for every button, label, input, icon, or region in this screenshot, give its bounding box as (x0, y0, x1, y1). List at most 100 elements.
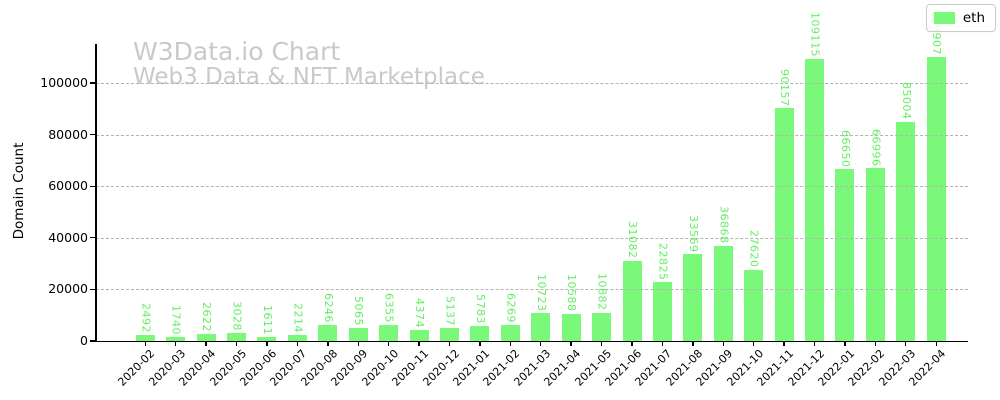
y-axis-spine (95, 44, 97, 342)
x-tick-mark (540, 341, 542, 346)
watermark-title: W3Data.io Chart (133, 37, 341, 66)
bar (227, 333, 247, 341)
bar-value-label: 10588 (565, 274, 579, 312)
watermark: W3Data.io Chart Web3 Data & NFT Marketpl… (133, 38, 485, 90)
bar-value-label: 3028 (230, 301, 244, 332)
x-tick-mark (387, 341, 390, 346)
y-tick-label: 40000 (48, 229, 88, 245)
bar (257, 336, 277, 341)
bar (470, 326, 490, 341)
y-gridline (96, 186, 968, 188)
x-tick-mark (722, 341, 724, 346)
x-tick-mark (144, 341, 146, 346)
bar (531, 313, 551, 341)
bar-value-label: 66650 (838, 129, 852, 168)
bar-value-label: 6269 (504, 292, 518, 323)
x-tick-mark (235, 341, 238, 346)
bar (379, 324, 399, 341)
bar (592, 312, 612, 341)
bar (622, 260, 642, 341)
bar (287, 335, 307, 341)
bar (440, 327, 459, 341)
y-tick-label: 80000 (48, 126, 88, 142)
bar-value-label: 5137 (443, 295, 457, 326)
x-tick-mark (266, 341, 268, 346)
x-tick-mark (296, 341, 299, 346)
bar (196, 334, 216, 341)
bar (135, 334, 155, 341)
bar (835, 169, 855, 341)
y-tick-mark (90, 82, 95, 84)
bar-value-label: 5065 (352, 295, 366, 326)
bar (713, 245, 733, 341)
y-tick-label: 60000 (48, 178, 88, 194)
bar-value-label: 6246 (321, 292, 335, 323)
bar-value-label: 2214 (291, 303, 305, 334)
bar-value-label: 10723 (534, 273, 548, 312)
y-gridline (96, 289, 968, 291)
bar (896, 121, 916, 341)
x-tick-mark (753, 341, 755, 346)
x-tick-mark (935, 341, 937, 346)
bar (774, 108, 794, 341)
bar (652, 282, 672, 341)
bar-value-label: 4374 (413, 297, 427, 328)
bar-value-label: 6355 (382, 292, 396, 323)
bar-value-label: 10882 (595, 273, 609, 311)
bar-value-label: 36868 (717, 206, 731, 244)
bar-value-label: 22825 (656, 242, 670, 281)
legend-swatch-eth (933, 12, 955, 24)
x-tick-mark (205, 341, 207, 346)
x-tick-mark (418, 341, 420, 346)
bar-value-label: 66996 (869, 128, 883, 167)
x-tick-mark (631, 341, 633, 346)
x-axis-spine (95, 340, 968, 342)
x-tick-mark (600, 341, 603, 346)
bar-value-label: 5783 (473, 294, 487, 325)
y-tick-mark (90, 133, 95, 136)
x-tick-mark (905, 341, 907, 346)
x-tick-mark (783, 341, 785, 346)
y-tick-label: 20000 (48, 281, 88, 297)
bar-value-label: 109115 (808, 12, 822, 58)
y-gridline (96, 237, 968, 239)
bar (683, 254, 703, 341)
bar-value-label: 2492 (139, 302, 153, 333)
bar-value-label: 31082 (626, 221, 640, 259)
bar-value-label: 2622 (200, 302, 214, 333)
bar-value-label: 85004 (899, 82, 913, 120)
bar (348, 327, 368, 341)
x-tick-mark (448, 341, 451, 346)
bar-value-label: 27620 (747, 230, 761, 268)
y-tick-label: 100000 (40, 75, 88, 90)
bar (166, 336, 186, 341)
x-tick-mark (357, 341, 359, 346)
bar (926, 57, 946, 341)
y-tick-label: 0 (80, 333, 88, 348)
bar-value-label: 1611 (260, 304, 274, 335)
x-tick-mark (844, 341, 846, 346)
legend: eth (925, 4, 996, 32)
x-tick-mark (874, 341, 877, 346)
watermark-subtitle: Web3 Data & NFT Marketplace (133, 64, 485, 90)
bar (500, 324, 520, 341)
bar (744, 269, 764, 341)
y-tick-mark (90, 288, 95, 291)
x-tick-mark (570, 341, 572, 346)
x-tick-mark (175, 341, 177, 346)
legend-label-eth: eth (962, 10, 985, 26)
bar (318, 324, 338, 341)
x-tick-mark (509, 341, 512, 346)
bar-value-label: 1740 (169, 304, 183, 335)
y-tick-mark (90, 237, 95, 239)
y-gridline (96, 134, 968, 136)
x-tick-mark (327, 341, 329, 346)
bar (561, 313, 581, 341)
x-tick-mark (813, 341, 816, 346)
bar-value-label: 33569 (686, 214, 700, 253)
x-tick-mark (479, 341, 481, 346)
bar (805, 59, 825, 341)
y-tick-mark (90, 185, 95, 187)
x-tick-mark (692, 341, 694, 346)
